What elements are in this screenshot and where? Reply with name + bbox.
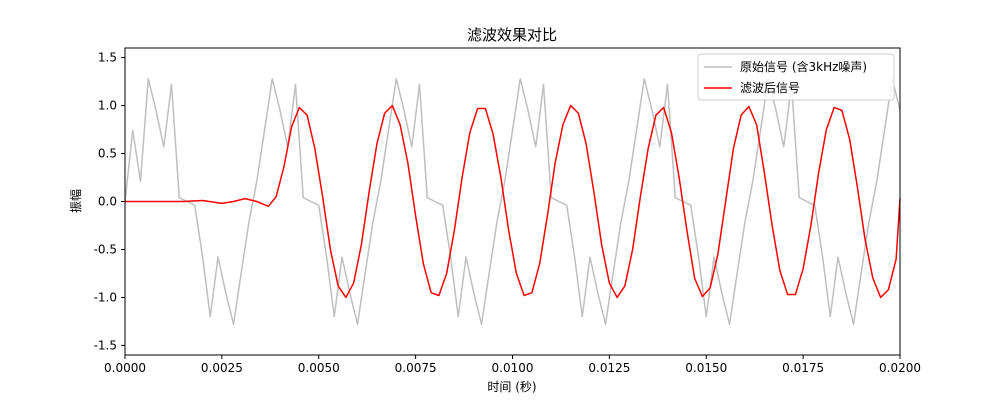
series-line-filtered-signal (125, 104, 901, 299)
y-tick-label: 1.0 (98, 99, 117, 113)
x-tick-label: 0.0175 (782, 361, 824, 375)
y-tick-label: 0.5 (98, 147, 117, 161)
legend-label-filtered-signal: 滤波后信号 (740, 81, 800, 95)
chart-title: 滤波效果对比 (467, 26, 557, 44)
y-tick-label: -0.5 (94, 242, 117, 256)
x-tick-label: 0.0000 (104, 361, 146, 375)
legend-label-noisy-signal: 原始信号 (含3kHz噪声) (740, 59, 867, 74)
x-tick-label: 0.0200 (879, 361, 921, 375)
y-axis-label: 振幅 (68, 189, 83, 213)
x-tick-label: 0.0025 (201, 361, 243, 375)
x-axis-label: 时间 (秒) (487, 380, 536, 394)
x-tick-label: 0.0150 (685, 361, 727, 375)
x-tick-label: 0.0050 (298, 361, 340, 375)
x-tick-label: 0.0100 (492, 361, 534, 375)
y-tick-label: 0.0 (98, 195, 117, 209)
y-axis: 1.5 1.0 0.5 0.0 -0.5 -1.0 -1.5 (94, 51, 125, 352)
y-tick-label: -1.5 (94, 338, 117, 352)
y-tick-label: -1.0 (94, 290, 117, 304)
legend: 原始信号 (含3kHz噪声) 滤波后信号 (697, 53, 895, 101)
x-axis: 0.0000 0.0025 0.0050 0.0075 0.0100 0.0125 0.01… (104, 355, 921, 375)
y-tick-label: 1.5 (98, 51, 117, 65)
legend-box (697, 53, 895, 101)
x-tick-label: 0.0075 (395, 361, 437, 375)
x-tick-label: 0.0125 (588, 361, 630, 375)
